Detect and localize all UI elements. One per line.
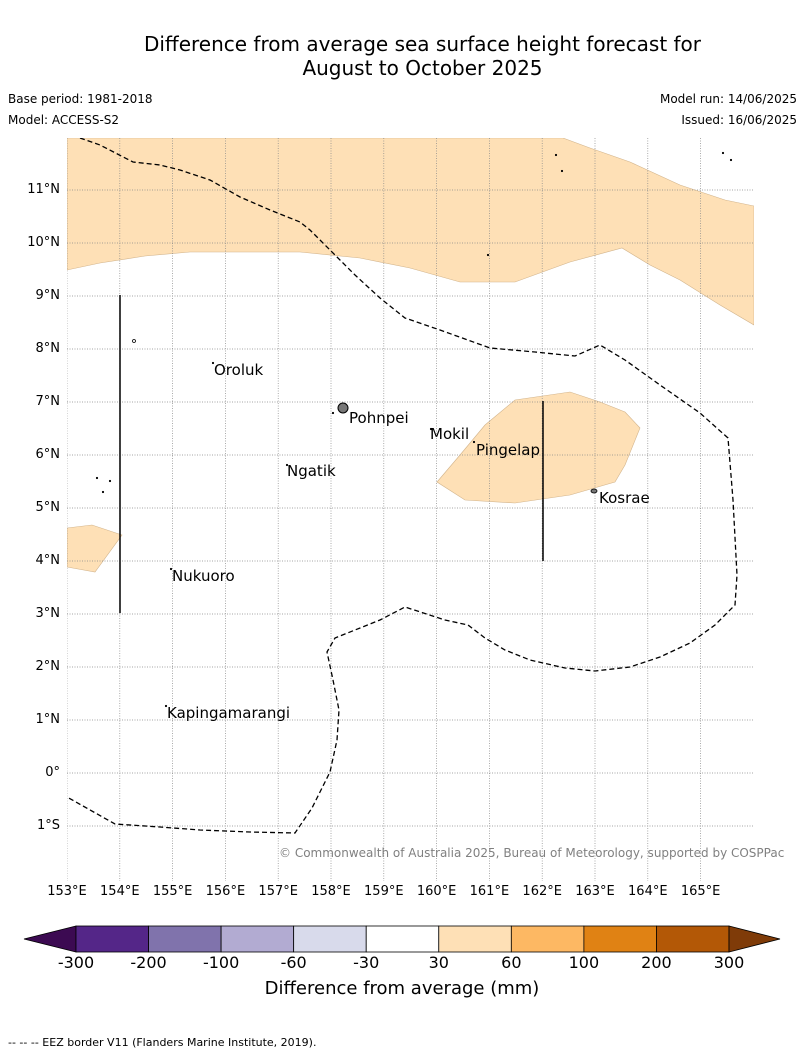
sea-height-map [67, 138, 754, 881]
place-kosrae: Kosrae [599, 489, 650, 507]
colorbar-bin [148, 925, 222, 953]
longitude-label: 158°E [311, 884, 351, 899]
longitude-label: 162°E [522, 884, 562, 899]
colorbar-tick-label: 30 [428, 953, 449, 972]
anomaly-region-west [67, 524, 123, 573]
eez-border [67, 138, 738, 834]
colorbar-tick-label: -60 [280, 953, 307, 972]
longitude-label: 161°E [469, 884, 510, 899]
longitude-label: 154°E [100, 884, 140, 899]
title-line-2: August to October 2025 [302, 56, 543, 80]
kosrae-island [590, 488, 598, 494]
longitude-label: 157°E [258, 884, 298, 899]
base-period: Base period: 1981-2018 [8, 92, 153, 106]
model-run-date: Model run: 14/06/2025 [659, 92, 797, 106]
latitude-label: 9°N [35, 288, 61, 303]
colorbar-extend-low [23, 925, 77, 953]
colorbar-title: Difference from average (mm) [264, 978, 540, 999]
pohnpei-island [337, 402, 349, 414]
longitude-label: 160°E [416, 884, 457, 899]
place-ngatik: Ngatik [287, 462, 336, 480]
colorbar-bin [365, 925, 440, 953]
colorbar-tick-label: 100 [568, 953, 600, 972]
latitude-label: 11°N [27, 182, 60, 197]
colorbar-tick-label: 300 [713, 953, 745, 972]
place-pingelap: Pingelap [476, 441, 541, 459]
longitude-label: 165°E [680, 884, 721, 899]
place-pohnpei: Pohnpei [349, 409, 409, 427]
model-name: Model: ACCESS-S2 [8, 113, 120, 127]
colorbar-tick-label: -30 [353, 953, 380, 972]
colorbar-tick-label: 60 [501, 953, 522, 972]
longitude-label: 153°E [47, 884, 87, 899]
longitude-label: 163°E [575, 884, 615, 899]
colorbar-bin [438, 925, 512, 953]
latitude-label: 1°N [35, 712, 61, 727]
place-oroluk: Oroluk [214, 361, 264, 379]
latitude-label: 0° [45, 765, 60, 780]
anomaly-region-north [67, 138, 754, 326]
colorbar-bin [75, 925, 149, 953]
latitude-label: 1°S [36, 818, 60, 833]
colorbar-bin [656, 925, 730, 953]
colorbar-tick-label: 200 [641, 953, 672, 972]
copyright-notice: © Commonwealth of Australia 2025, Bureau… [279, 846, 785, 860]
latitude-label: 3°N [35, 606, 61, 621]
anomaly-region-pingelap [436, 391, 641, 504]
longitude-label: 155°E [152, 884, 193, 899]
longitude-label: 159°E [364, 884, 404, 899]
place-nukuoro: Nukuoro [172, 567, 235, 585]
latitude-label: 2°N [35, 659, 61, 674]
latitude-label: 8°N [35, 341, 61, 356]
colorbar-bin [220, 925, 295, 953]
colorbar-extend-high [728, 925, 781, 953]
place-mokil: Mokil [430, 425, 470, 443]
colorbar-tick-label: -200 [130, 953, 167, 972]
colorbar-tick-label: -300 [57, 953, 95, 972]
longitude-label: 164°E [628, 884, 668, 899]
colorbar-tick-label: -100 [202, 953, 240, 972]
latitude-label: 6°N [35, 447, 61, 462]
graticule [67, 138, 754, 881]
map-title: Difference from average sea surface heig… [0, 32, 804, 80]
eez-footnote: -- -- -- EEZ border V11 (Flanders Marine… [8, 1036, 317, 1049]
issued-date: Issued: 16/06/2025 [681, 113, 797, 127]
small-islands [95, 151, 733, 708]
longitude-label: 156°E [205, 884, 246, 899]
colorbar-bin [293, 925, 367, 953]
latitude-label: 4°N [35, 553, 61, 568]
latitude-label: 5°N [35, 500, 61, 515]
colorbar [23, 925, 781, 953]
colorbar-bin [583, 925, 657, 953]
title-line-1: Difference from average sea surface heig… [143, 32, 702, 56]
latitude-label: 10°N [27, 235, 60, 250]
place-kapingamarangi: Kapingamarangi [167, 704, 291, 722]
latitude-label: 7°N [35, 394, 61, 409]
colorbar-bin [510, 925, 585, 953]
